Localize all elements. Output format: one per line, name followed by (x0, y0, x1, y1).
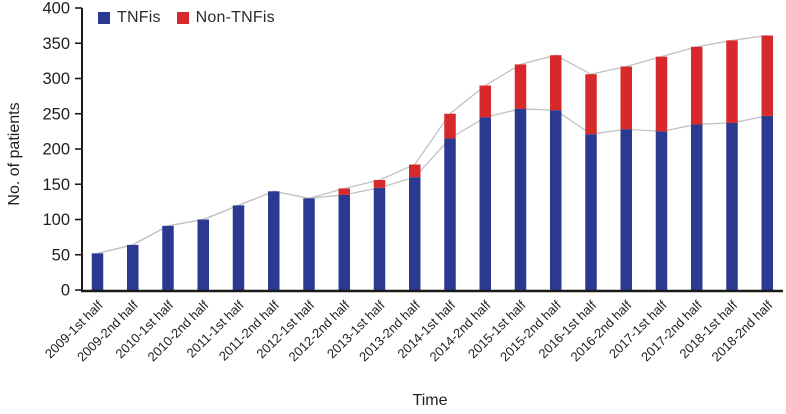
bar-segment-tnfis (655, 131, 668, 291)
bar-segment-tnfis (91, 253, 104, 291)
bar-segment-non-tnfis (338, 188, 350, 195)
y-tick-label: 300 (42, 70, 70, 88)
bar-segment-tnfis (691, 124, 703, 291)
legend-item-non-tnfis: Non-TNFis (176, 9, 275, 27)
y-tick-label: 250 (42, 105, 70, 123)
legend-item-tnfis: TNFis (98, 9, 161, 27)
bar-segment-non-tnfis (761, 35, 773, 116)
y-tick-label: 50 (52, 246, 70, 264)
legend-label-non-tnfis: Non-TNFis (195, 9, 275, 26)
bar-segment-non-tnfis (373, 180, 386, 188)
y-tick-label: 150 (42, 176, 70, 194)
bar-segment-tnfis (268, 191, 280, 291)
bar-segment-non-tnfis (409, 164, 421, 178)
bar-segment-tnfis (620, 129, 632, 291)
bar-segment-non-tnfis (550, 55, 562, 111)
bar-segment-non-tnfis (444, 113, 456, 139)
bar-segment-tnfis (444, 138, 456, 291)
bar-segment-tnfis (303, 198, 315, 291)
bar-segment-tnfis (338, 194, 350, 291)
y-tick-label: 100 (42, 211, 70, 229)
non-tnfis-swatch-icon (176, 12, 189, 24)
legend-label-tnfis: TNFis (117, 9, 161, 26)
bar-segment-non-tnfis (726, 40, 738, 123)
y-tick-label: 350 (42, 35, 70, 53)
total-trend-line (97, 34, 768, 254)
bar-segment-non-tnfis (514, 64, 527, 109)
bar-segment-tnfis (761, 115, 773, 292)
bar-segment-tnfis (197, 219, 209, 291)
bar-segment-tnfis (373, 187, 386, 291)
bar-segment-non-tnfis (585, 74, 597, 135)
bar-segment-tnfis (585, 134, 597, 291)
bar-segment-tnfis (726, 122, 738, 291)
bar-segment-non-tnfis (479, 85, 491, 118)
bar-segment-tnfis (232, 205, 245, 291)
y-tick-label: 200 (42, 141, 70, 159)
y-axis-title: No. of patients (6, 102, 23, 206)
bar-segment-tnfis (409, 177, 421, 291)
bar-segment-tnfis (479, 117, 491, 292)
bar-segment-tnfis (550, 110, 562, 291)
bar-segment-tnfis (162, 225, 174, 291)
bar-segment-tnfis (127, 244, 139, 291)
y-tick-label: 0 (61, 282, 70, 300)
bar-segment-non-tnfis (655, 56, 668, 132)
chart-legend: TNFis Non-TNFis (98, 9, 275, 27)
x-axis-title: Time (412, 392, 448, 409)
bar-segment-tnfis (514, 108, 527, 291)
bar-segment-non-tnfis (620, 66, 632, 130)
bar-segment-non-tnfis (691, 46, 703, 125)
y-tick-label: 400 (42, 0, 70, 18)
tnfis-swatch-icon (98, 12, 110, 24)
